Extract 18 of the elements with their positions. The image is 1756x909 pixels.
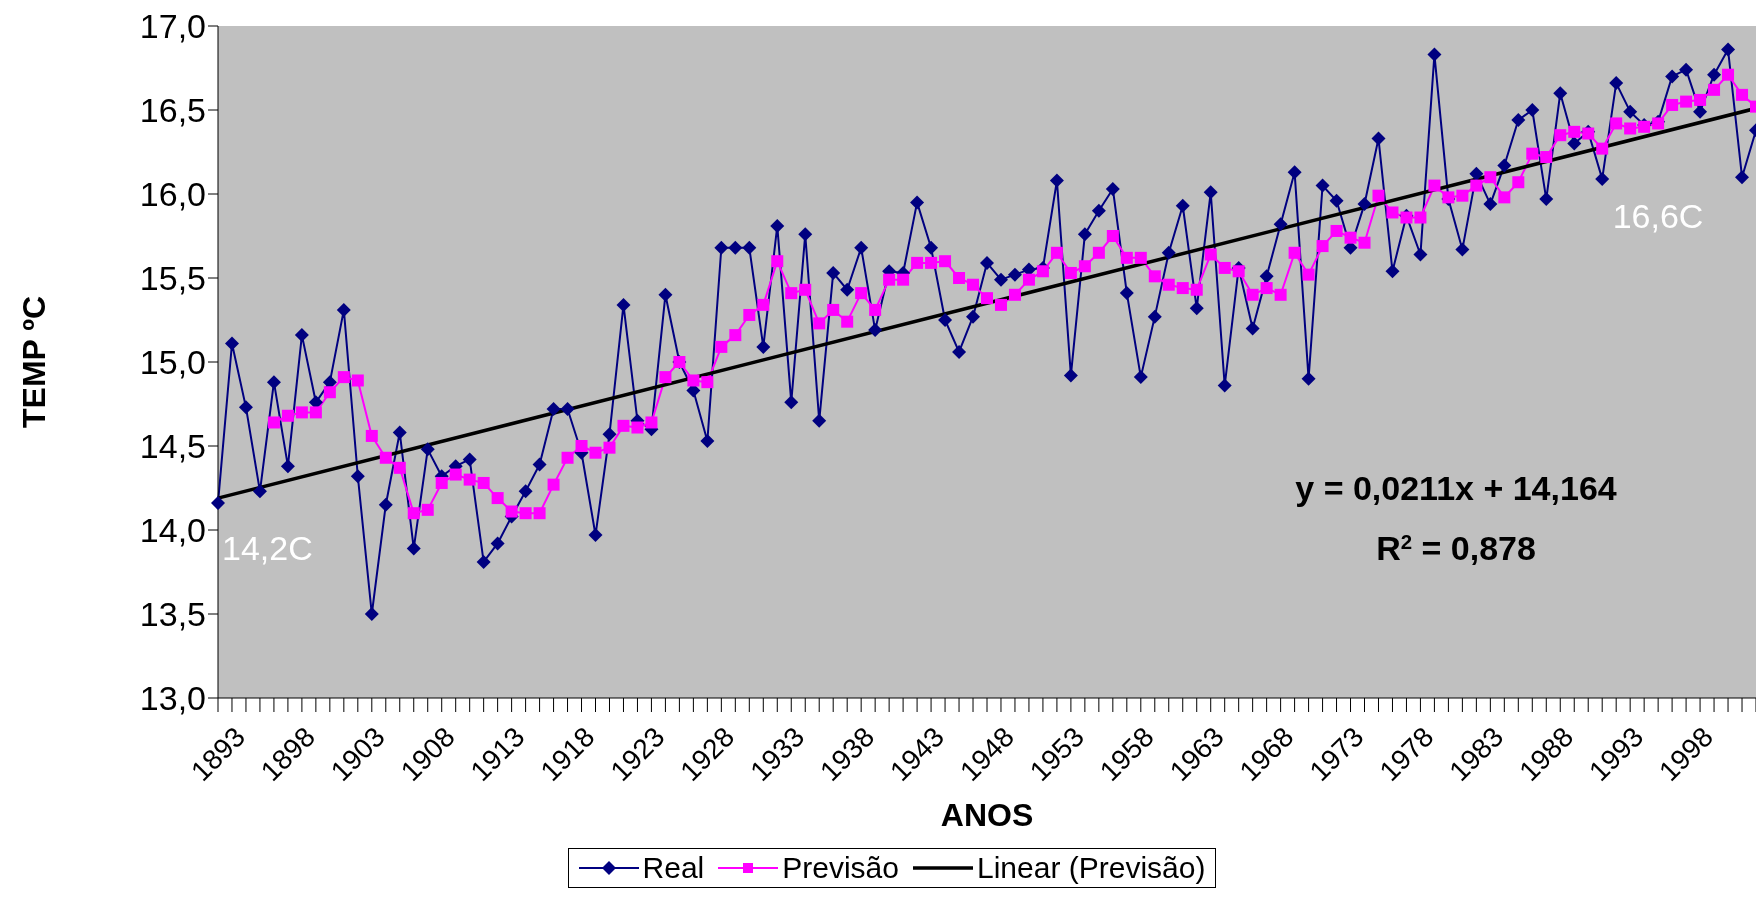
y-tick-label: 14,0: [139, 511, 206, 550]
y-tick-label: 14,5: [139, 427, 206, 466]
y-tick-label: 16,5: [139, 91, 206, 130]
legend-label: Real: [642, 851, 705, 885]
y-tick-label: 16,0: [139, 175, 206, 214]
legend-label: Linear (Previsão): [976, 851, 1206, 885]
annotation: y = 0,0211x + 14,164: [1295, 469, 1617, 507]
annotation: R$^{2}$ = 0,878: [1376, 529, 1536, 567]
y-axis-title: TEMP ºC: [16, 296, 53, 428]
y-tick-label: 15,0: [139, 343, 206, 382]
annotation: 14,2C: [222, 529, 313, 567]
y-tick-label: 13,0: [139, 679, 206, 718]
annotation: 16,6C: [1612, 197, 1704, 235]
y-tick-label: 13,5: [139, 595, 206, 634]
x-axis-title: ANOS: [940, 797, 1034, 833]
y-tick-label: 15,5: [139, 259, 206, 298]
y-tick-label: 17,0: [139, 7, 206, 46]
legend-label: Previsão: [782, 851, 899, 885]
